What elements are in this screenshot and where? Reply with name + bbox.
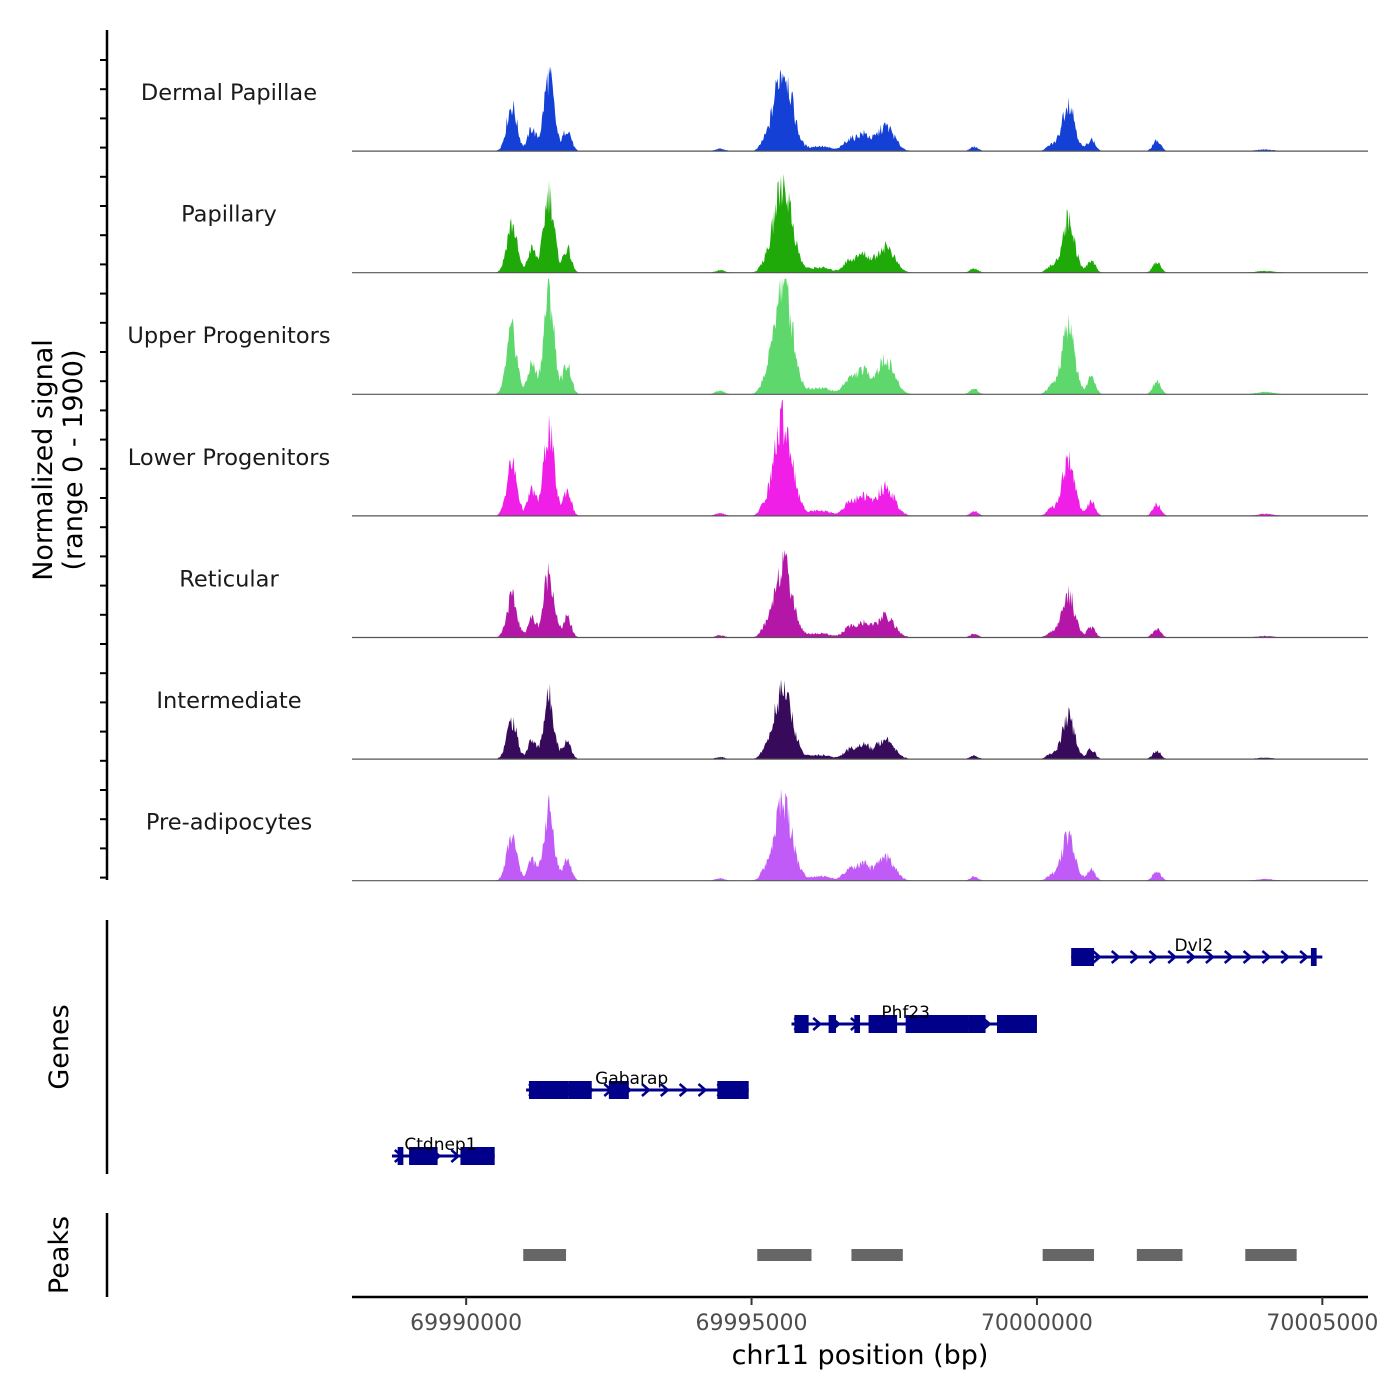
track-pre-adipocytes: Pre-adipocytes [146, 788, 1368, 882]
track-lower-progenitors: Lower Progenitors [128, 400, 1368, 517]
x-axis-title: chr11 position (bp) [732, 1340, 989, 1371]
strand-arrow [1167, 950, 1178, 964]
coverage-area-lower-progenitors [380, 400, 1351, 516]
strand-arrow [697, 1083, 708, 1097]
strand-arrow [1205, 950, 1215, 964]
peak-region [1136, 1249, 1183, 1261]
strand-arrow [812, 1017, 823, 1031]
signal-axis [100, 30, 109, 880]
strand-arrow [1280, 950, 1291, 964]
exon [409, 1147, 438, 1165]
strand-arrow [1261, 950, 1272, 964]
track-label-intermediate: Intermediate [156, 688, 301, 714]
track-reticular: Reticular [179, 549, 1368, 639]
exon [460, 1147, 495, 1165]
genes-panel: Genes Dvl2 Phf23 Gabarap Ctdnep1 [44, 920, 1323, 1174]
exon [1071, 948, 1095, 966]
exon [934, 1015, 969, 1033]
track-label-reticular: Reticular [179, 566, 279, 592]
strand-arrow [678, 1083, 689, 1097]
x-tick-label: 70005000 [1266, 1311, 1378, 1336]
coverage-area-dermal-papillae [380, 66, 1351, 152]
gene-label-gabarap: Gabarap [595, 1069, 668, 1089]
track-dermal-papillae: Dermal Papillae [141, 66, 1368, 152]
strand-arrow [1223, 950, 1234, 964]
track-label-papillary: Papillary [181, 202, 277, 228]
exon [717, 1081, 749, 1099]
exon [828, 1015, 837, 1033]
exon [608, 1081, 629, 1099]
coverage-area-papillary [380, 173, 1351, 273]
track-papillary: Papillary [181, 173, 1368, 274]
coverage-area-reticular [380, 549, 1351, 638]
strand-arrow [450, 1149, 461, 1163]
coverage-area-pre-adipocytes [380, 788, 1351, 881]
track-label-lower-progenitors: Lower Progenitors [128, 445, 330, 471]
exon [1310, 948, 1317, 966]
peaks-axis-title: Peaks [44, 1216, 75, 1294]
exon [996, 1015, 1037, 1033]
y-axis-title-line2: (range 0 - 1900) [58, 350, 89, 571]
peak-region [523, 1249, 567, 1261]
exon [968, 1015, 986, 1033]
exon [397, 1147, 404, 1165]
peaks-panel: Peaks [44, 1213, 1297, 1297]
track-upper-progenitors: Upper Progenitors [127, 278, 1368, 395]
track-label-dermal-papillae: Dermal Papillae [141, 80, 317, 106]
y-axis-title-line1: Normalized signal [28, 339, 59, 581]
x-axis: chr11 position (bp) 69990000 69995000 7000… [352, 1295, 1378, 1371]
exon [868, 1015, 898, 1033]
exon [854, 1015, 860, 1033]
x-tick-label: 69990000 [410, 1311, 522, 1336]
gene-phf23: Phf23 [791, 1003, 1037, 1033]
exon [568, 1081, 592, 1099]
x-tick-label: 70000000 [981, 1311, 1093, 1336]
strand-arrow [1129, 950, 1140, 964]
coverage-tracks: Dermal Papillae Papillary Upper Progenitor… [127, 66, 1368, 882]
peak-region [851, 1249, 903, 1261]
coverage-area-upper-progenitors [380, 278, 1351, 395]
strand-arrow [1299, 950, 1309, 964]
x-tick-label: 69995000 [696, 1311, 808, 1336]
strand-arrow [1186, 950, 1196, 964]
gene-gabarap: Gabarap [526, 1069, 749, 1099]
strand-arrow [641, 1083, 651, 1097]
peak-region [1245, 1249, 1297, 1261]
strand-arrow [1148, 950, 1159, 964]
coverage-area-intermediate [380, 679, 1351, 760]
gene-label-dvl2: Dvl2 [1175, 936, 1214, 956]
exon [794, 1015, 809, 1033]
gene-ctdnep1: Ctdnep1 [391, 1135, 495, 1165]
peak-region [757, 1249, 812, 1261]
exon [528, 1081, 569, 1099]
strand-arrow [1110, 950, 1121, 964]
gene-label-ctdnep1: Ctdnep1 [404, 1135, 476, 1155]
track-label-upper-progenitors: Upper Progenitors [127, 323, 330, 349]
genes-axis-title: Genes [44, 1004, 75, 1089]
track-intermediate: Intermediate [156, 679, 1368, 760]
strand-arrow [1242, 950, 1253, 964]
peak-region [1042, 1249, 1095, 1261]
track-label-pre-adipocytes: Pre-adipocytes [146, 810, 312, 836]
strand-arrow [1092, 950, 1102, 964]
strand-arrow [659, 1083, 670, 1097]
gene-label-phf23: Phf23 [881, 1003, 930, 1023]
y-axis-title: Normalized signal (range 0 - 1900) [28, 339, 89, 581]
gene-dvl2: Dvl2 [1071, 936, 1323, 966]
